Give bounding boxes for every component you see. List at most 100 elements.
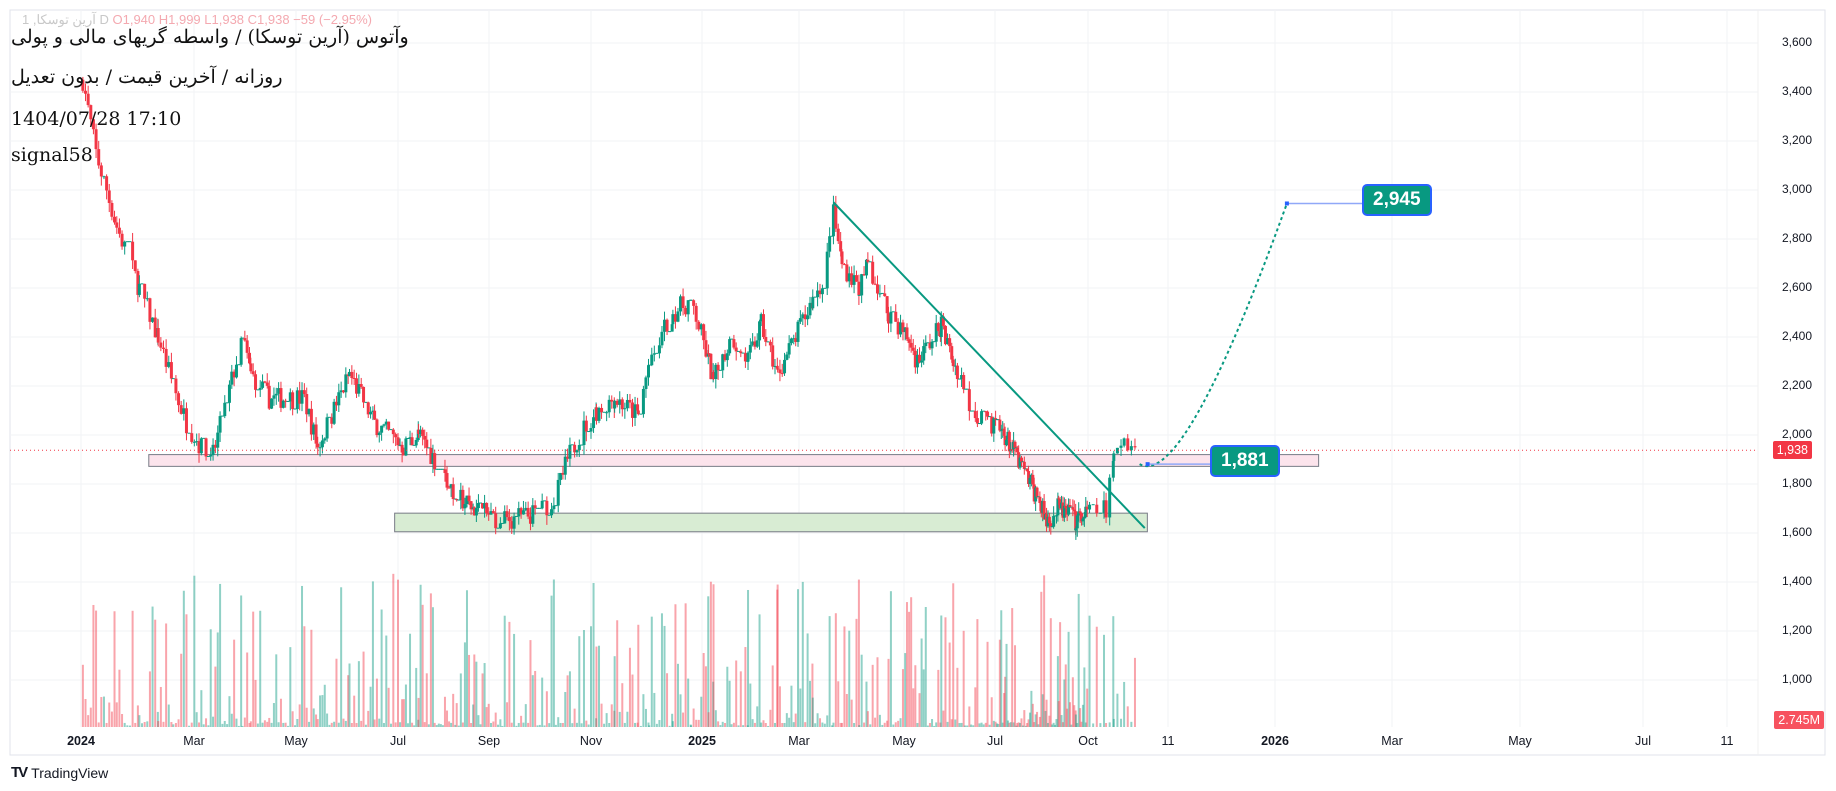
candle-body <box>366 402 370 415</box>
volume-bar <box>1008 722 1011 727</box>
candle-body <box>232 371 236 378</box>
volume-bar <box>1080 721 1083 727</box>
volume-bar <box>682 712 685 727</box>
price-tick-label: 2,200 <box>1781 378 1812 392</box>
volume-bar <box>1066 708 1069 727</box>
volume-bar <box>534 670 537 727</box>
volume-bar <box>580 723 583 727</box>
volume-bar <box>1063 679 1066 727</box>
volume-bar <box>1130 721 1133 727</box>
volume-bar <box>417 697 420 727</box>
volume-bar <box>543 725 546 727</box>
volume-bar <box>427 724 430 727</box>
volume-bar <box>157 721 160 727</box>
volume-bar <box>1048 715 1051 727</box>
volume-bar <box>465 590 468 727</box>
candle-body <box>408 437 412 439</box>
volume-bar <box>600 703 603 727</box>
candle-body <box>692 300 696 306</box>
volume-bar <box>108 702 111 727</box>
candle-body <box>903 327 907 333</box>
volume-bar <box>1021 725 1024 727</box>
volume-bar <box>100 697 103 727</box>
candle-body <box>847 273 851 282</box>
volume-bar <box>1040 591 1043 727</box>
volume-bar <box>742 725 745 727</box>
candle-body <box>998 419 1002 431</box>
candle-body <box>652 353 656 355</box>
candle-body <box>566 456 570 459</box>
volume-bar <box>587 724 590 727</box>
volume-bar <box>575 722 578 727</box>
volume-bar <box>223 720 226 727</box>
volume-bar <box>790 685 793 727</box>
volume-bar <box>89 707 92 727</box>
candle-body <box>789 338 793 344</box>
candle-body <box>1084 506 1088 518</box>
target-price-label[interactable]: 2,945 <box>1362 184 1432 217</box>
volume-bar <box>821 722 824 727</box>
volume-bar <box>660 613 663 727</box>
volume-bar <box>123 722 126 727</box>
candle-body <box>344 374 348 393</box>
volume-bar <box>658 720 661 727</box>
volume-bar <box>268 717 271 727</box>
volume-bar <box>1086 688 1089 727</box>
candle-body <box>105 176 109 191</box>
volume-bar <box>704 666 707 727</box>
volume-bar <box>564 692 567 727</box>
volume-bar <box>869 724 872 727</box>
volume-bar <box>700 696 703 727</box>
volume-bar <box>1057 701 1060 727</box>
candle-body <box>455 499 459 501</box>
time-tick-label: Mar <box>1381 734 1403 748</box>
candle-body <box>249 363 253 372</box>
candles <box>81 76 1137 540</box>
candle-body <box>218 416 222 433</box>
candle-body <box>1031 474 1035 485</box>
volume-bar <box>785 713 788 727</box>
volume-bar <box>340 587 343 727</box>
candle-body <box>447 487 451 489</box>
candle-body <box>773 365 777 367</box>
entry-price-label[interactable]: 1,881 <box>1210 445 1280 478</box>
candle-body <box>950 346 954 360</box>
candle-body <box>620 399 624 410</box>
candle-body <box>953 365 957 367</box>
candle-body <box>115 222 119 228</box>
candle-body <box>507 517 511 522</box>
volume-bar <box>452 693 455 727</box>
candle-body <box>1056 498 1060 516</box>
candle-body <box>946 338 950 345</box>
volume-bar <box>781 723 784 727</box>
volume-bar <box>193 575 196 727</box>
candle-body <box>248 352 252 364</box>
candle-body <box>164 348 168 367</box>
candle-body <box>190 433 194 442</box>
candle-body <box>568 444 572 459</box>
candle-body <box>449 484 453 488</box>
volume-bar <box>291 711 294 727</box>
candle-body <box>489 511 493 515</box>
volume-bar <box>845 694 848 727</box>
candle-body <box>417 429 421 434</box>
time-tick-label: 2025 <box>688 734 716 748</box>
price-tick-label: 2,800 <box>1781 231 1812 245</box>
volume-bar <box>459 673 462 727</box>
volume-bar <box>1000 610 1003 727</box>
candle-body <box>704 340 708 357</box>
tradingview-brand[interactable]: TV TradingView <box>11 764 108 781</box>
volume-bar <box>914 665 917 727</box>
candle-body <box>1025 468 1029 472</box>
volume-bar <box>151 606 154 727</box>
volume-bar <box>769 709 772 727</box>
volume-bar <box>1071 677 1074 727</box>
candle-body <box>644 377 648 389</box>
volume-bar <box>1060 715 1063 727</box>
candle-body <box>498 523 502 529</box>
candle-body <box>975 418 979 424</box>
volume-bar <box>809 680 812 727</box>
candle-body <box>192 441 196 443</box>
candle-body <box>1052 515 1056 527</box>
